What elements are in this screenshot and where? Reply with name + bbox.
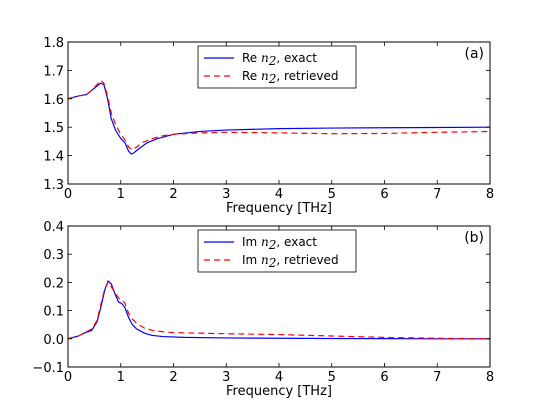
y-tick-label: 0.1	[43, 305, 64, 320]
legend-var: n	[261, 253, 269, 267]
x-tick-label: 7	[433, 370, 441, 385]
series-line-exact	[68, 279, 490, 340]
legend-prefix: Im	[242, 253, 261, 267]
x-tick-label: 7	[433, 187, 441, 202]
x-tick-label: 2	[169, 370, 177, 385]
series-line-retrieved	[68, 79, 490, 151]
y-tick-label: 1.5	[43, 121, 64, 136]
legend-sub: 2	[268, 72, 277, 86]
x-tick-label: 5	[328, 370, 336, 385]
y-tick-label: 1.8	[43, 36, 64, 51]
x-tick-label: 1	[117, 187, 125, 202]
x-tick-label: 4	[275, 187, 283, 202]
x-tick-label: 8	[486, 370, 494, 385]
x-tick-label: 6	[380, 370, 388, 385]
legend-suffix: , retrieved	[276, 69, 338, 83]
legend-var: n	[261, 69, 269, 83]
legend-entry: Im n2, retrieved	[242, 253, 339, 270]
chart-panel-a: 0 1 2 3 4 5 6 7 8 1.3 1.4 1.5 1.6 1.7 1.8 Frequency [TH…	[43, 36, 494, 216]
y-tick-label: 0.0	[43, 333, 64, 348]
y-tick-label: 0.4	[43, 220, 64, 235]
x-tick-label: 8	[486, 187, 494, 202]
legend-prefix: Im	[242, 235, 261, 249]
x-tick-label: 0	[64, 187, 72, 202]
y-tick-label: 1.6	[43, 93, 64, 108]
y-tick-label: 1.3	[43, 178, 64, 193]
x-tick-label: 3	[222, 187, 230, 202]
series-line-retrieved	[68, 281, 490, 340]
x-tick-label: 4	[275, 370, 283, 385]
legend-sub: 2	[268, 238, 277, 252]
legend-var: n	[261, 51, 269, 65]
legend-entry: Re n2, retrieved	[242, 69, 339, 86]
x-tick-label: 6	[380, 187, 388, 202]
panel-label: (b)	[464, 230, 484, 246]
legend-entry: Im n2, exact	[242, 235, 317, 252]
legend-entry: Re n2, exact	[242, 51, 317, 68]
x-tick-label: 2	[169, 187, 177, 202]
legend-suffix: , retrieved	[276, 253, 338, 267]
y-tick-label: 0.3	[43, 248, 64, 263]
legend-prefix: Re	[242, 69, 261, 83]
series-line-exact	[68, 82, 490, 155]
y-tick-label: −0.1	[32, 361, 64, 376]
legend-box	[197, 45, 357, 89]
x-axis-label: Frequency [THz]	[226, 384, 332, 399]
x-tick-label: 0	[64, 370, 72, 385]
legend-suffix: , exact	[276, 235, 317, 249]
x-tick-label: 3	[222, 370, 230, 385]
legend-prefix: Re	[242, 51, 261, 65]
chart-panel-b: 0 1 2 3 4 5 6 7 8 −0.1 0.0 0.1 0.2 0.3 0.4 Frequency [T…	[32, 220, 494, 399]
y-tick-label: 1.4	[43, 150, 64, 165]
x-axis-label: Frequency [THz]	[226, 201, 332, 216]
legend-sub: 2	[268, 256, 277, 270]
legend-box	[197, 229, 357, 273]
legend-sub: 2	[268, 54, 277, 68]
panel-label: (a)	[464, 46, 484, 62]
y-tick-label: 0.2	[43, 276, 64, 291]
y-tick-label: 1.7	[43, 64, 64, 79]
x-tick-label: 5	[328, 187, 336, 202]
legend-var: n	[261, 235, 269, 249]
legend-suffix: , exact	[276, 51, 317, 65]
x-tick-label: 1	[117, 370, 125, 385]
